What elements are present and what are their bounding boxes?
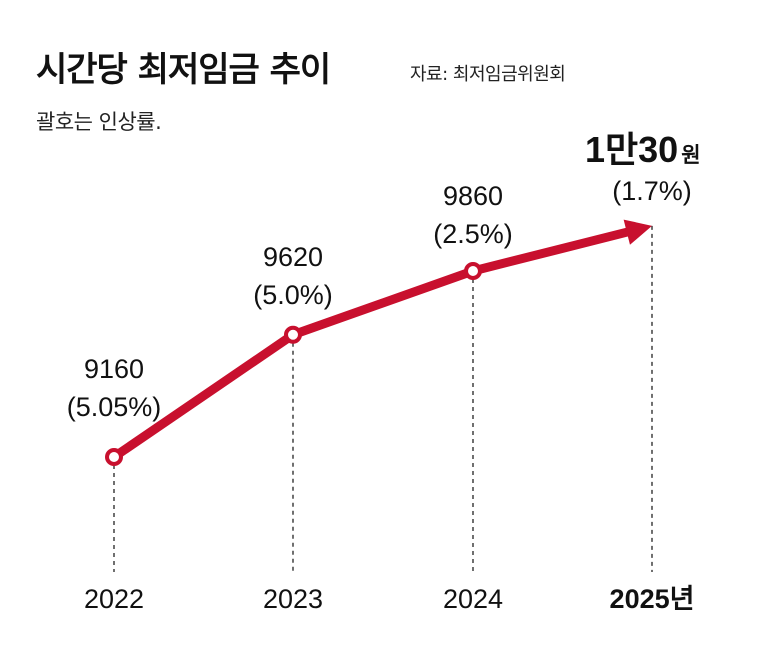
value-label: 9860 xyxy=(443,181,503,211)
value-label-highlight: 1만30 원 xyxy=(585,129,701,170)
rate-label: (2.5%) xyxy=(433,219,513,249)
subtitle-note: 괄호는 인상률. xyxy=(36,110,162,134)
arrow-head-icon xyxy=(623,219,652,245)
x-tick-label: 2025년 xyxy=(610,584,695,614)
rate-label: (5.0%) xyxy=(253,280,333,310)
series-line xyxy=(109,227,632,462)
value-label: 9620 xyxy=(263,242,323,272)
value-unit: 원 xyxy=(681,143,700,167)
chart-title: 시간당 최저임금 추이 xyxy=(36,50,331,90)
x-tick-label: 2024 xyxy=(443,584,503,614)
x-tick-label: 2022 xyxy=(84,584,144,614)
source-note: 자료: 최저임금위원회 xyxy=(410,64,566,85)
data-point-2024 xyxy=(464,262,482,280)
data-point-2023 xyxy=(284,325,302,344)
value-label: 9160 xyxy=(84,354,144,384)
data-point-2022 xyxy=(105,448,123,466)
rate-label: (1.7%) xyxy=(612,176,692,206)
x-tick-label: 2023 xyxy=(263,584,323,614)
rate-label: (5.05%) xyxy=(67,392,162,422)
